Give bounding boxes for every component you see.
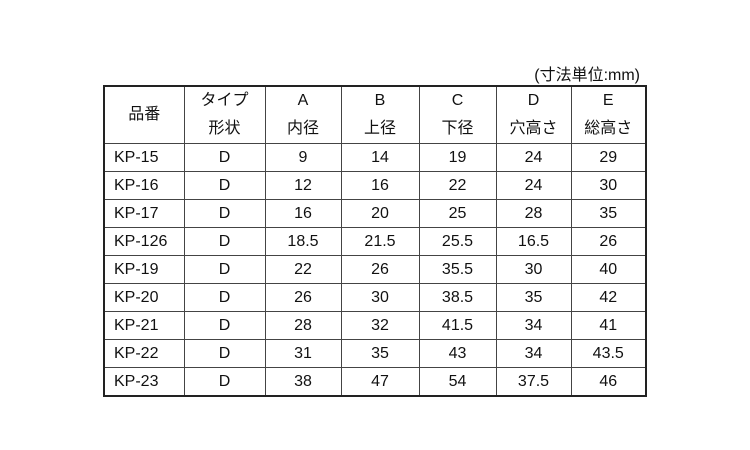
- value-cell: 37.5: [495, 367, 572, 397]
- header-cell-bottom: 総高さ: [570, 115, 647, 144]
- value-cell: 24: [495, 171, 572, 200]
- value-cell: 18.5: [264, 227, 342, 256]
- value-cell: 40: [570, 255, 647, 284]
- table-row: KP-22 D 31 35 43 34 43.5: [103, 339, 647, 368]
- value-cell: 31: [264, 339, 342, 368]
- value-cell: 21.5: [340, 227, 420, 256]
- header-row: 品番 タイプ A B C D E: [103, 85, 647, 144]
- header-product-no: 品番: [103, 85, 185, 144]
- value-cell: 22: [418, 171, 497, 200]
- value-cell: 25.5: [418, 227, 497, 256]
- header-cell-bottom: 穴高さ: [495, 115, 572, 144]
- header-cell-top: タイプ: [183, 85, 266, 115]
- unit-note: (寸法単位:mm): [534, 67, 640, 84]
- value-cell: 29: [570, 143, 647, 172]
- value-cell: 14: [340, 143, 420, 172]
- product-no-cell: KP-15: [103, 143, 185, 172]
- product-no-cell: KP-126: [103, 227, 185, 256]
- value-cell: 28: [495, 199, 572, 228]
- value-cell: 43.5: [570, 339, 647, 368]
- table-row: KP-23 D 38 47 54 37.5 46: [103, 367, 647, 397]
- value-cell: 25: [418, 199, 497, 228]
- value-cell: 30: [495, 255, 572, 284]
- header-row: 形状 内径 上径 下径 穴高さ 総高さ: [104, 115, 647, 144]
- value-cell: D: [183, 339, 266, 368]
- product-no-cell: KP-20: [103, 283, 185, 312]
- value-cell: 38.5: [418, 283, 497, 312]
- header-cell-bottom: 上径: [340, 115, 420, 144]
- value-cell: 16: [264, 199, 342, 228]
- value-cell: 41.5: [418, 311, 497, 340]
- value-cell: 30: [570, 171, 647, 200]
- table-row: KP-15 D 9 14 19 24 29: [103, 143, 647, 172]
- value-cell: D: [183, 255, 266, 284]
- product-no-cell: KP-17: [103, 199, 185, 228]
- value-cell: 34: [495, 339, 572, 368]
- header-cell-top: E: [570, 85, 647, 115]
- value-cell: 34: [495, 311, 572, 340]
- table-row: KP-19 D 22 26 35.5 30 40: [103, 255, 647, 284]
- value-cell: 30: [340, 283, 420, 312]
- value-cell: 41: [570, 311, 647, 340]
- table-row: KP-16 D 12 16 22 24 30: [103, 171, 647, 200]
- header-cell-top: D: [495, 85, 572, 115]
- product-no-cell: KP-19: [103, 255, 185, 284]
- value-cell: 16: [340, 171, 420, 200]
- table-row: KP-126 D 18.5 21.5 25.5 16.5 26: [103, 227, 647, 256]
- table-row: KP-20 D 26 30 38.5 35 42: [103, 283, 647, 312]
- value-cell: D: [183, 283, 266, 312]
- header-cell-top: C: [418, 85, 497, 115]
- value-cell: 42: [570, 283, 647, 312]
- dimension-table: 品番 タイプ A B C D E 形状 内径 上径 下径 穴高さ 総高さ KP-15 D 9 14 19 24 29…: [103, 85, 647, 397]
- value-cell: 28: [264, 311, 342, 340]
- table-row: KP-21 D 28 32 41.5 34 41: [103, 311, 647, 340]
- value-cell: 24: [495, 143, 572, 172]
- value-cell: D: [183, 171, 266, 200]
- value-cell: 12: [264, 171, 342, 200]
- value-cell: D: [183, 367, 266, 397]
- header-cell-top: B: [340, 85, 420, 115]
- value-cell: 38: [264, 367, 342, 397]
- header-cell-bottom: 形状: [183, 115, 266, 144]
- value-cell: 35: [340, 339, 420, 368]
- value-cell: D: [183, 311, 266, 340]
- header-cell-top: A: [264, 85, 342, 115]
- header-cell-bottom: 下径: [418, 115, 497, 144]
- value-cell: 35: [495, 283, 572, 312]
- value-cell: 26: [340, 255, 420, 284]
- value-cell: 16.5: [495, 227, 572, 256]
- value-cell: 47: [340, 367, 420, 397]
- product-no-cell: KP-23: [103, 367, 185, 397]
- product-no-cell: KP-16: [103, 171, 185, 200]
- value-cell: 26: [264, 283, 342, 312]
- header-cell-bottom: 内径: [264, 115, 342, 144]
- value-cell: D: [183, 143, 266, 172]
- value-cell: 26: [570, 227, 647, 256]
- product-no-cell: KP-21: [103, 311, 185, 340]
- value-cell: D: [183, 227, 266, 256]
- value-cell: 20: [340, 199, 420, 228]
- value-cell: 46: [570, 367, 647, 397]
- value-cell: 43: [418, 339, 497, 368]
- value-cell: 19: [418, 143, 497, 172]
- value-cell: D: [183, 199, 266, 228]
- value-cell: 35.5: [418, 255, 497, 284]
- value-cell: 22: [264, 255, 342, 284]
- value-cell: 9: [264, 143, 342, 172]
- table-row: KP-17 D 16 20 25 28 35: [103, 199, 647, 228]
- value-cell: 35: [570, 199, 647, 228]
- value-cell: 32: [340, 311, 420, 340]
- product-no-cell: KP-22: [103, 339, 185, 368]
- value-cell: 54: [418, 367, 497, 397]
